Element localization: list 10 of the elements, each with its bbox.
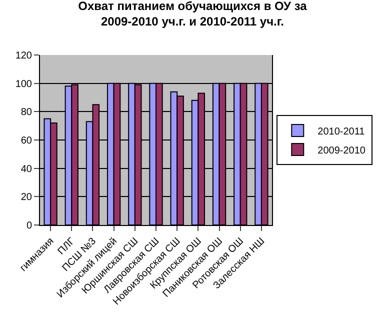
- legend-label: 2009-2010: [318, 145, 366, 156]
- y-tick-label: 60: [20, 136, 32, 146]
- y-tick-label: 0: [26, 220, 32, 232]
- y-tick-label: 80: [20, 107, 32, 118]
- y-tick-label: 40: [20, 164, 32, 175]
- legend-label: 2010-2011: [318, 126, 366, 138]
- y-tick-label: 120: [15, 50, 32, 62]
- y-tick-label: 100: [15, 78, 32, 90]
- y-tick-label: 20: [20, 192, 32, 204]
- chart-title: Охват питанием обучающихся в ОУ за 2009-2010 уч.г. и 2010-2011 уч.г.: [78, 0, 308, 28]
